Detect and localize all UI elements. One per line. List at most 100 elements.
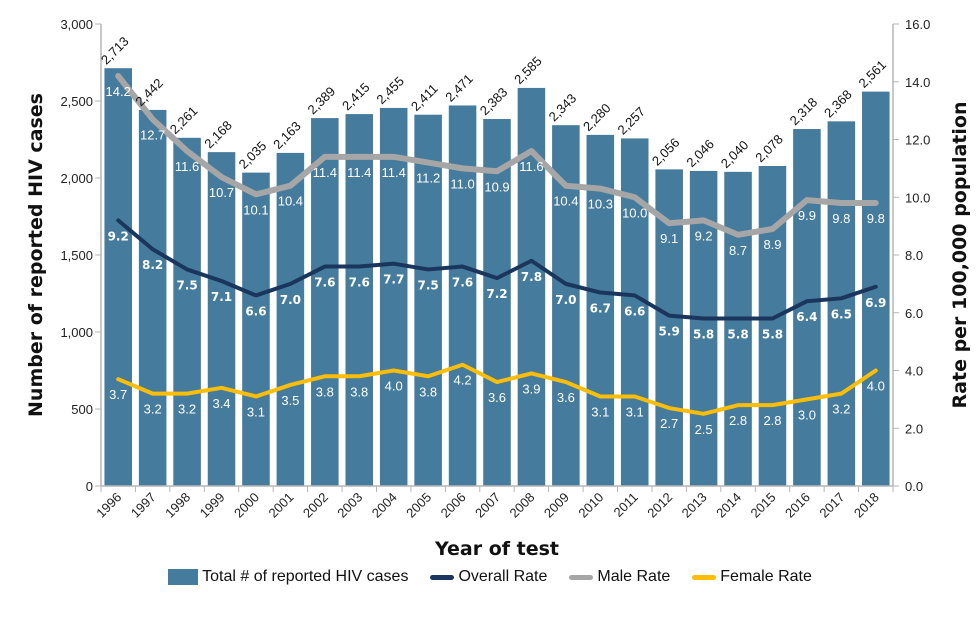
bar-2007	[483, 119, 511, 486]
x-tick-label: 2011	[610, 490, 640, 520]
male-rate-value-label: 10.4	[553, 194, 578, 209]
bar-value-label: 2,280	[580, 100, 614, 134]
overall-rate-value-label: 9.2	[108, 229, 129, 243]
bar-value-label: 2,713	[98, 34, 132, 68]
x-tick-label: 2010	[575, 490, 606, 521]
bar-value-label: 2,455	[373, 73, 407, 107]
bar-1996	[104, 68, 132, 486]
overall-rate-value-label: 6.9	[865, 296, 886, 310]
male-rate-value-label: 11.6	[175, 159, 199, 174]
female-rate-value-label: 2.7	[660, 416, 678, 431]
legend-swatch-overall-rate	[430, 574, 455, 580]
male-rate-value-label: 8.7	[729, 243, 747, 258]
y2-tick-label: 4.0	[905, 364, 923, 379]
x-tick-label: 2007	[472, 490, 503, 521]
x-tick-label: 2008	[506, 490, 537, 521]
y2-tick-label: 2.0	[905, 421, 923, 436]
bar-value-label: 2,471	[442, 71, 476, 105]
bar-value-label: 2,040	[718, 137, 752, 171]
legend-item-total-cases: Total # of reported HIV cases	[168, 568, 408, 586]
x-tick-label: 2015	[748, 490, 779, 521]
overall-rate-value-label: 5.8	[762, 328, 783, 342]
bar-value-label: 2,257	[614, 104, 648, 138]
male-rate-value-label: 9.2	[695, 228, 713, 243]
x-tick-label: 2003	[334, 490, 365, 521]
overall-rate-value-label: 7.2	[486, 287, 507, 301]
overall-rate-value-label: 7.8	[521, 270, 542, 284]
overall-rate-value-label: 6.5	[831, 307, 852, 321]
bar-2005	[414, 114, 442, 487]
y-tick-label: 0	[86, 479, 93, 494]
female-rate-value-label: 3.2	[832, 402, 850, 417]
male-rate-value-label: 10.0	[622, 205, 647, 220]
x-tick-label: 1999	[197, 490, 228, 521]
legend-item-male-rate: Male Rate	[569, 568, 670, 586]
female-rate-value-label: 3.4	[212, 396, 230, 411]
bar-2015	[758, 165, 787, 486]
male-rate-value-label: 10.4	[278, 194, 303, 209]
legend-swatch-female-rate	[692, 574, 717, 580]
bar-1999	[207, 152, 236, 487]
x-tick-label: 2002	[300, 490, 331, 521]
x-tick-label: 2016	[782, 490, 813, 521]
female-rate-value-label: 3.2	[144, 402, 162, 417]
overall-rate-value-label: 7.5	[417, 278, 438, 292]
overall-rate-value-label: 7.6	[452, 276, 473, 290]
x-tick-label: 1996	[93, 490, 124, 521]
bar-2004	[379, 107, 408, 487]
male-rate-value-label: 11.0	[450, 176, 474, 191]
bar-value-label: 2,561	[856, 57, 890, 91]
bar-value-label: 2,168	[201, 118, 235, 152]
bar-value-label: 2,415	[339, 80, 373, 114]
y2-tick-label: 8.0	[905, 248, 923, 263]
female-rate-line	[116, 362, 878, 416]
bar-value-label: 2,163	[270, 118, 304, 152]
female-rate-value-label: 4.0	[385, 379, 403, 394]
x-tick-label: 2009	[541, 490, 572, 521]
legend-swatch-male-rate	[569, 574, 594, 580]
male-rate-value-label: 10.7	[209, 185, 234, 200]
male-rate-value-label: 11.4	[313, 165, 337, 180]
overall-rate-value-label: 5.9	[659, 325, 680, 339]
legend-label-male-rate: Male Rate	[597, 568, 671, 585]
legend-item-female-rate: Female Rate	[692, 568, 812, 586]
female-rate-value-label: 3.9	[522, 381, 540, 396]
overall-rate-value-label: 6.6	[245, 304, 266, 318]
female-rate-value-label: 2.8	[729, 413, 747, 428]
bar-2014	[724, 171, 752, 486]
y-tick-label: 2,500	[60, 94, 93, 109]
overall-rate-value-label: 7.0	[280, 293, 301, 307]
overall-rate-value-label: 6.4	[796, 310, 817, 324]
y-tick-label: 2,000	[60, 171, 93, 186]
x-tick-label: 1998	[162, 490, 193, 521]
bar-2002	[311, 118, 339, 487]
female-rate-value-label: 3.6	[488, 390, 506, 405]
y-tick-label: 500	[71, 402, 93, 417]
bar-value-label: 2,585	[511, 53, 545, 87]
y2-tick-label: 12.0	[905, 133, 930, 148]
male-rate-value-label: 10.3	[588, 197, 613, 212]
bar-1997	[138, 109, 167, 486]
bar-1998	[173, 137, 201, 486]
bars-layer	[104, 68, 890, 487]
bar-2006	[448, 105, 477, 486]
x-tick-label: 2013	[679, 490, 710, 521]
legend-label-female-rate: Female Rate	[720, 568, 812, 585]
bar-2001	[276, 152, 305, 486]
male-rate-value-label: 12.7	[140, 127, 165, 142]
female-rate-value-label: 3.5	[281, 393, 299, 408]
y2-tick-label: 14.0	[905, 75, 930, 90]
bar-value-label: 2,056	[649, 135, 683, 169]
bar-value-label: 2,261	[167, 103, 201, 137]
x-tick-label: 2000	[231, 490, 262, 521]
male-rate-value-label: 9.9	[798, 208, 816, 223]
bar-value-label: 2,411	[408, 81, 441, 114]
overall-rate-value-label: 7.5	[176, 278, 197, 292]
overall-rate-value-label: 6.6	[624, 304, 645, 318]
y-tick-label: 3,000	[60, 17, 93, 32]
y-tick-label: 1,000	[60, 325, 93, 340]
bar-value-label: 2,078	[752, 131, 786, 165]
x-tick-label: 2001	[265, 490, 296, 521]
female-rate-value-label: 2.5	[695, 422, 713, 437]
bar-2003	[345, 114, 374, 486]
